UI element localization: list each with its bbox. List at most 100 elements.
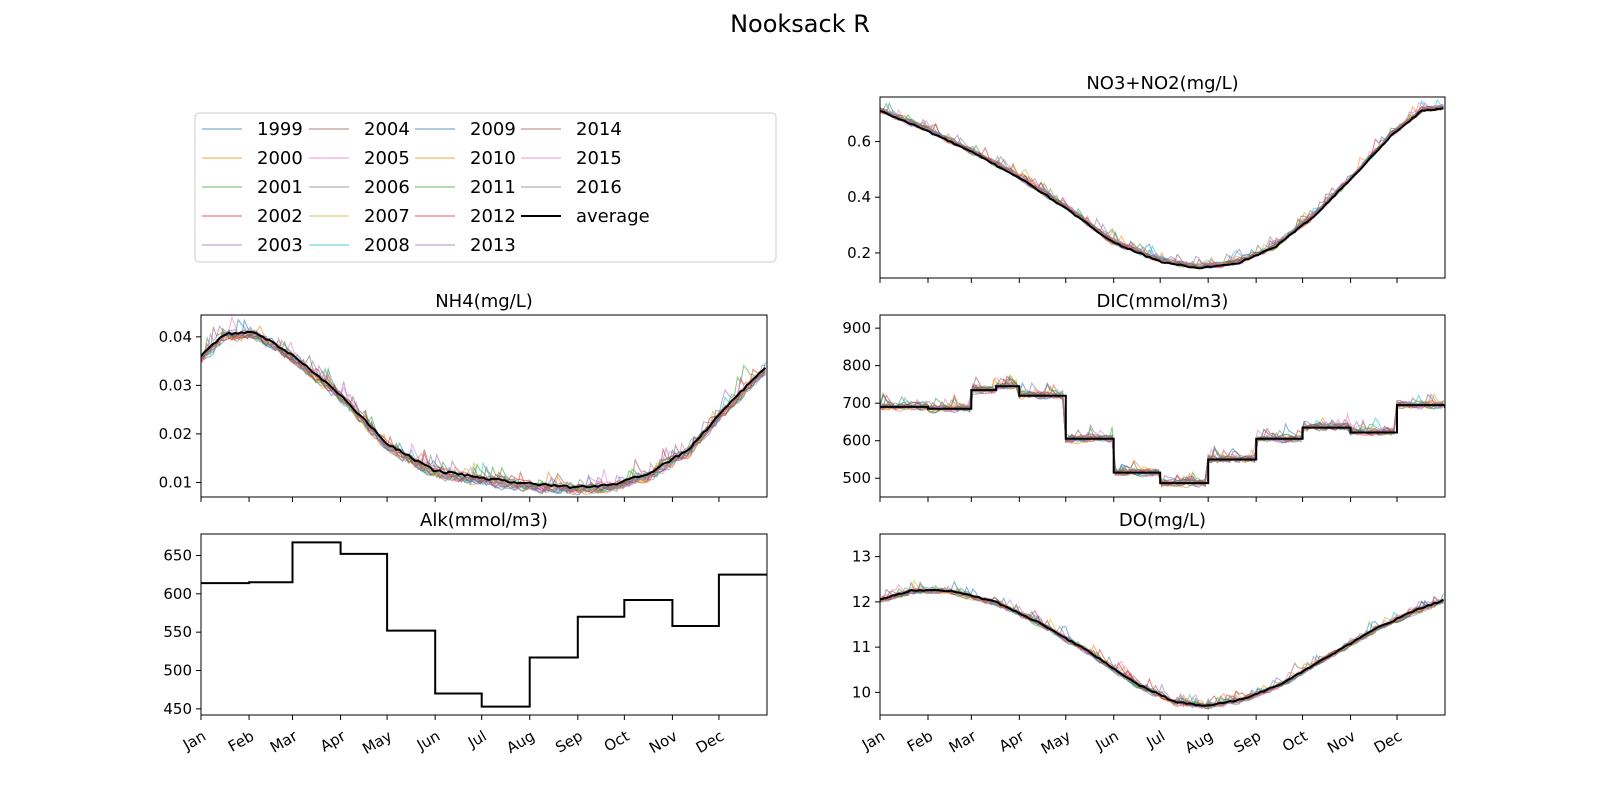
legend-label: 1999: [257, 119, 303, 140]
series-line-2014: [880, 105, 1444, 268]
series-line-2011: [880, 584, 1444, 707]
legend-label: 2012: [470, 206, 516, 227]
legend-item: 2008: [309, 235, 410, 256]
y-tick-label: 500: [163, 662, 192, 680]
series-line-2001: [880, 102, 1444, 269]
y-tick-label: 11: [852, 638, 871, 656]
legend-label: 2004: [364, 119, 410, 140]
x-tick-label: Apr: [996, 726, 1028, 755]
x-tick-label: Mar: [946, 726, 980, 756]
y-tick-label: 0.4: [847, 188, 871, 206]
x-tick-label: Oct: [601, 727, 633, 756]
legend-item: 2013: [415, 235, 516, 256]
legend-item: 2016: [521, 177, 622, 198]
series-line-2015: [880, 102, 1444, 267]
panel-nh4: NH4(mg/L) 0.01 0.02 0.03 0.04: [159, 291, 768, 502]
y-tick-label: 700: [842, 394, 871, 412]
x-tick-label: Nov: [1324, 727, 1358, 757]
series-line-2005: [880, 101, 1444, 269]
panel-alk: Alk(mmol/m3) 450 500 550 600 650 Jan Feb Mar Apr M…: [163, 510, 768, 758]
average-line: [201, 330, 767, 490]
y-tick-label: 0.03: [159, 376, 192, 394]
legend-item: 2014: [521, 119, 622, 140]
series-line-2000: [880, 108, 1444, 269]
y-tick-label: 600: [163, 585, 192, 603]
x-tick-label: May: [1038, 727, 1074, 758]
series-line-2004: [880, 104, 1444, 268]
x-tick-label: Jul: [1143, 727, 1169, 752]
legend-item: 2012: [415, 206, 516, 227]
y-tick-label: 10: [852, 683, 871, 701]
legend-item: 2006: [309, 177, 410, 198]
x-tick-label: Feb: [225, 727, 257, 756]
x-tick-label: Oct: [1279, 727, 1311, 756]
panel-title-alk: Alk(mmol/m3): [420, 510, 548, 531]
panel-dic: DIC(mmol/m3) 500 600 700 800 900: [842, 291, 1446, 502]
x-tick-label: Mar: [267, 726, 301, 756]
series-line-2002: [880, 105, 1444, 269]
y-tick-label: 450: [163, 700, 192, 718]
series-line-2008: [880, 586, 1444, 708]
series-line-2013: [880, 105, 1444, 268]
x-tick-label: Jan: [179, 727, 209, 755]
series-line-2013: [880, 383, 1444, 488]
x-tick-label: May: [359, 727, 395, 758]
x-tick-label: Dec: [1371, 727, 1405, 757]
legend-label: 2000: [257, 148, 303, 169]
legend-label: 2002: [257, 206, 303, 227]
y-tick-label: 600: [842, 432, 871, 450]
series-line-2012: [880, 105, 1444, 269]
panel-no3: NO3+NO2(mg/L) 0.2 0.4 0.6: [847, 73, 1446, 283]
y-tick-label: 0.02: [159, 425, 192, 443]
y-tick-label: 800: [842, 357, 871, 375]
legend-item: 2007: [309, 206, 410, 227]
panel-title-do: DO(mg/L): [1119, 510, 1206, 531]
legend-item: 2015: [521, 148, 622, 169]
series-line-2006: [880, 587, 1444, 709]
series-line-2002: [880, 589, 1444, 708]
average-line: [880, 588, 1444, 707]
legend-label: 2011: [470, 177, 516, 198]
legend-box: [194, 112, 777, 263]
series-line-2016: [880, 581, 1444, 707]
legend-item: 2009: [415, 119, 516, 140]
legend-item: 2001: [202, 177, 303, 198]
series-line-2014: [880, 587, 1444, 708]
legend-label: 2005: [364, 148, 410, 169]
y-tick-label: 0.2: [847, 244, 871, 262]
panel-do: DO(mg/L) 10 11 12 13 Jan Feb Mar Apr May Jun Jul Aug…: [852, 510, 1446, 758]
axes-frame: [200, 314, 768, 498]
x-tick-label: Jun: [1092, 727, 1122, 755]
series-line-2012: [201, 333, 766, 493]
figure-title: Nooksack R: [730, 10, 870, 38]
series-line-2003: [880, 105, 1444, 270]
series-line-2015: [880, 382, 1444, 486]
series-line-2013: [880, 585, 1444, 710]
legend-label: 2015: [576, 148, 622, 169]
series-line-2005: [880, 588, 1444, 707]
legend-item: average: [521, 206, 650, 227]
series-line-2001: [880, 585, 1444, 708]
series-line-2009: [880, 101, 1444, 269]
series-line-1999: [880, 106, 1444, 270]
axes-frame: [879, 96, 1446, 279]
series-line-2016: [880, 106, 1444, 270]
legend-label: 2001: [257, 177, 303, 198]
series-line-2004: [880, 581, 1444, 709]
series-line-2015: [880, 583, 1444, 709]
x-tick-label: Sep: [1231, 727, 1264, 757]
legend-label: 2003: [257, 235, 303, 256]
legend-item: 1999: [202, 119, 303, 140]
y-tick-label: 0.04: [159, 328, 192, 346]
series-line-2007: [880, 107, 1444, 270]
series-line-2010: [880, 587, 1444, 709]
legend-label: 2007: [364, 206, 410, 227]
legend-item: 2002: [202, 206, 303, 227]
legend-label: 2006: [364, 177, 410, 198]
legend-label: 2014: [576, 119, 622, 140]
y-tick-label: 0.01: [159, 473, 192, 491]
x-tick-label: Dec: [693, 727, 727, 757]
x-tick-label: Jun: [413, 727, 443, 755]
y-tick-label: 13: [852, 548, 871, 566]
